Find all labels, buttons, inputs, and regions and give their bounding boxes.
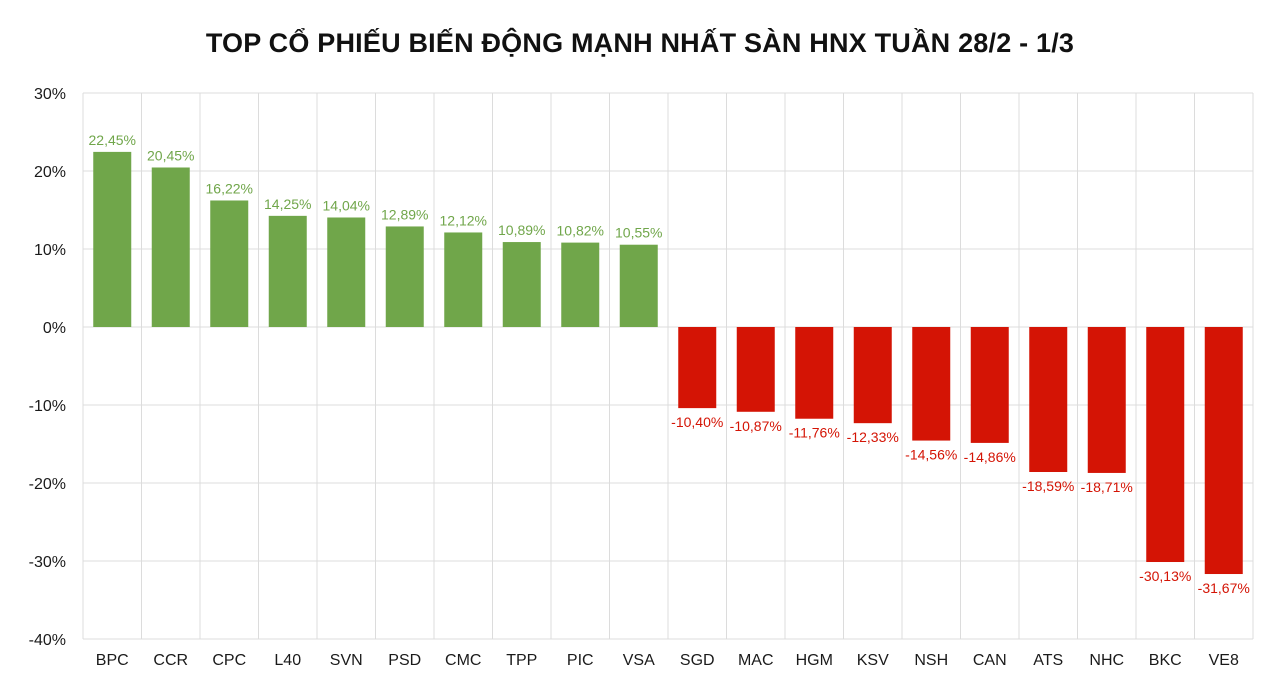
x-tick-label: MAC: [738, 652, 774, 669]
data-label: -14,56%: [905, 447, 957, 463]
bar-ats: [1029, 327, 1068, 473]
y-tick-label: 30%: [34, 86, 66, 103]
bar-cmc: [444, 232, 483, 327]
y-axis-ticks: 30% 20% 10% 0% -10% -20% -30% -40%: [29, 86, 66, 649]
x-tick-label: ATS: [1033, 652, 1063, 669]
data-label: -30,13%: [1139, 568, 1191, 584]
bar-psd: [385, 226, 424, 327]
x-tick-label: PIC: [567, 652, 594, 669]
x-tick-label: PSD: [388, 652, 421, 669]
x-tick-label: NHC: [1089, 652, 1124, 669]
x-tick-label: CMC: [445, 652, 481, 669]
bar-ve8: [1204, 327, 1243, 575]
x-tick-label: BPC: [96, 652, 129, 669]
bar-mac: [736, 327, 775, 412]
bar-bkc: [1146, 327, 1185, 563]
data-label: 10,82%: [557, 223, 604, 239]
bars: [93, 151, 1243, 575]
grid-lines: [82, 92, 1254, 640]
bar-nsh: [912, 327, 951, 441]
bar-ccr: [151, 167, 190, 327]
bar-nhc: [1087, 327, 1126, 473]
data-label: -14,86%: [964, 449, 1016, 465]
bar-hgm: [795, 327, 834, 419]
bar-vsa: [619, 244, 658, 327]
bar-sgd: [678, 327, 717, 409]
x-axis-ticks: BPC CCR CPC L40 SVN PSD CMC TPP PIC VSA SGD MAC HGM K…: [96, 652, 1239, 669]
bar-l40: [268, 215, 307, 327]
x-tick-label: TPP: [506, 652, 537, 669]
data-label: 20,45%: [147, 147, 194, 163]
x-tick-label: CCR: [153, 652, 188, 669]
x-tick-label: VE8: [1209, 652, 1239, 669]
bar-cpc: [210, 200, 249, 327]
data-label: 16,22%: [206, 180, 253, 196]
x-tick-label: SVN: [330, 652, 363, 669]
data-label: 10,89%: [498, 222, 545, 238]
bar-tpp: [502, 242, 541, 327]
bar-can: [970, 327, 1009, 443]
data-label: -12,33%: [847, 429, 899, 445]
x-tick-label: VSA: [623, 652, 655, 669]
bar-pic: [561, 242, 600, 327]
data-label: 14,04%: [323, 197, 370, 213]
bar-svn: [327, 217, 366, 327]
data-label: -10,87%: [730, 418, 782, 434]
data-label: 12,12%: [440, 212, 487, 228]
x-tick-label: BKC: [1149, 652, 1182, 669]
data-label: -18,59%: [1022, 478, 1074, 494]
x-tick-label: L40: [274, 652, 301, 669]
bar-ksv: [853, 327, 892, 424]
data-label: 10,55%: [615, 225, 662, 241]
y-tick-label: 0%: [43, 320, 66, 337]
x-tick-label: NSH: [914, 652, 948, 669]
data-label: -11,76%: [789, 425, 840, 441]
x-tick-label: KSV: [857, 652, 889, 669]
y-tick-label: -40%: [29, 632, 66, 649]
data-label: -31,67%: [1198, 580, 1250, 596]
y-tick-label: 10%: [34, 242, 66, 259]
data-label: 14,25%: [264, 196, 311, 212]
x-tick-label: SGD: [680, 652, 715, 669]
y-tick-label: -30%: [29, 554, 66, 571]
chart-title: TOP CỔ PHIẾU BIẾN ĐỘNG MẠNH NHẤT SÀN HNX…: [205, 28, 1075, 58]
data-label: 22,45%: [89, 132, 136, 148]
x-tick-label: CPC: [212, 652, 246, 669]
y-tick-label: 20%: [34, 164, 66, 181]
data-labels: 22,45% 20,45% 16,22% 14,25% 14,04% 12,89% 12,1…: [89, 132, 1250, 596]
y-tick-label: -10%: [29, 398, 66, 415]
x-tick-label: CAN: [973, 652, 1007, 669]
data-label: 12,89%: [381, 206, 428, 222]
data-label: -18,71%: [1081, 479, 1133, 495]
bar-bpc: [93, 151, 132, 327]
data-label: -10,40%: [671, 414, 723, 430]
y-tick-label: -20%: [29, 476, 66, 493]
x-tick-label: HGM: [796, 652, 833, 669]
